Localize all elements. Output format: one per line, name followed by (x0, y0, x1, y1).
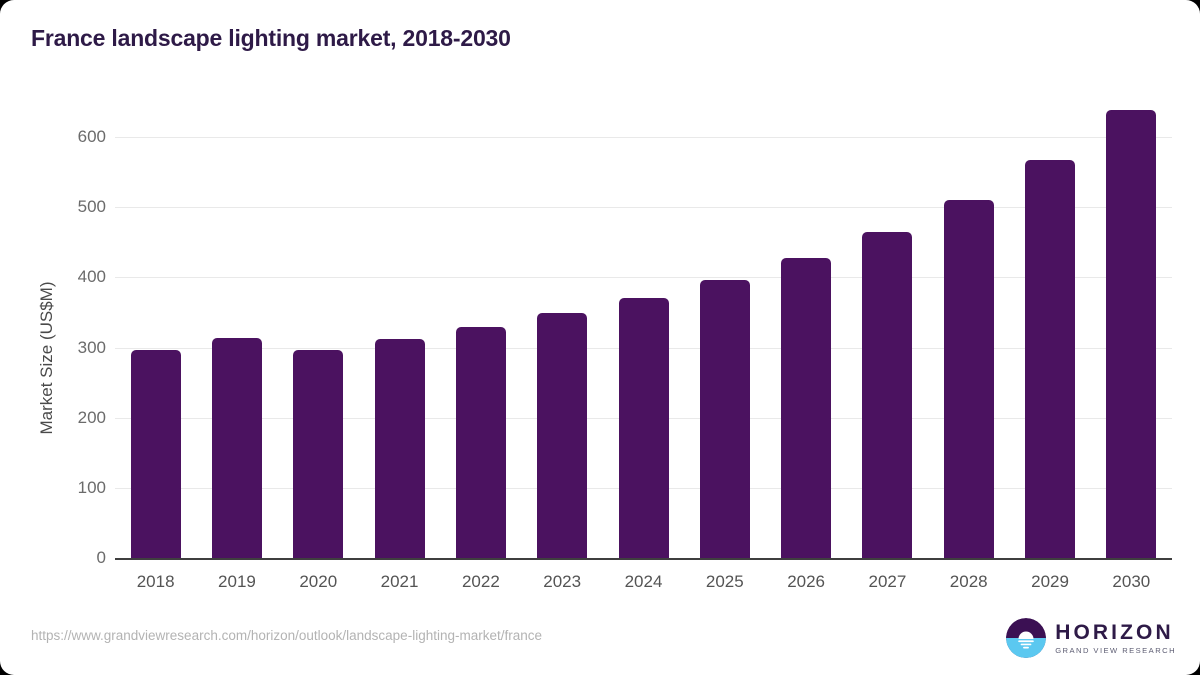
bar-2023[interactable] (537, 313, 588, 558)
x-tick-label: 2028 (949, 572, 988, 591)
page-title: France landscape lighting market, 2018-2… (31, 25, 511, 51)
logo-tagline: GRAND VIEW RESEARCH (1055, 645, 1176, 655)
bar-2028[interactable] (943, 200, 994, 558)
bar-2018[interactable] (130, 349, 181, 558)
y-tick-label: 600 (77, 127, 106, 147)
y-tick-label: 300 (77, 337, 106, 357)
horizon-sun-circle-icon (1006, 618, 1047, 658)
x-tick-label: 2023 (543, 572, 582, 591)
x-tick-label: 2030 (1112, 572, 1151, 591)
x-tick-label: 2027 (868, 572, 907, 591)
x-tick-label: 2025 (705, 572, 744, 591)
x-tick-label: 2022 (461, 572, 500, 591)
brand-logo: HORIZON GRAND VIEW RESEARCH (1006, 618, 1176, 658)
bar-2020[interactable] (293, 350, 344, 558)
x-tick-label: 2024 (624, 572, 663, 591)
y-tick-label: 200 (77, 407, 106, 427)
y-tick-label: 0 (96, 548, 106, 567)
x-tick-label: 2018 (136, 572, 175, 591)
logo-text-block: HORIZON GRAND VIEW RESEARCH (1055, 622, 1176, 655)
x-tick-label: 2029 (1031, 572, 1069, 591)
bar-2025[interactable] (699, 279, 750, 558)
gridline (115, 207, 1172, 209)
y-tick-label: 100 (77, 477, 106, 497)
bar-2026[interactable] (781, 257, 832, 558)
source-url[interactable]: https://www.grandviewresearch.com/horizo… (31, 628, 542, 643)
gridline (115, 137, 1172, 139)
bar-2021[interactable] (374, 339, 425, 558)
bar-2030[interactable] (1106, 109, 1157, 558)
x-tick-label: 2020 (299, 572, 338, 591)
x-tick-label: 2026 (787, 572, 826, 591)
y-tick-label: 400 (77, 267, 106, 287)
bar-2027[interactable] (862, 231, 913, 558)
x-tick-label: 2019 (218, 572, 256, 591)
x-axis-line (115, 558, 1172, 560)
gridline (115, 277, 1172, 279)
x-tick-label: 2021 (380, 572, 419, 591)
y-tick-label: 500 (77, 197, 106, 217)
logo-wordmark: HORIZON (1055, 620, 1174, 644)
plot-area (115, 95, 1172, 558)
bar-2029[interactable] (1025, 160, 1076, 558)
bar-2022[interactable] (455, 327, 506, 558)
bar-2019[interactable] (211, 338, 262, 558)
bar-2024[interactable] (618, 298, 669, 558)
